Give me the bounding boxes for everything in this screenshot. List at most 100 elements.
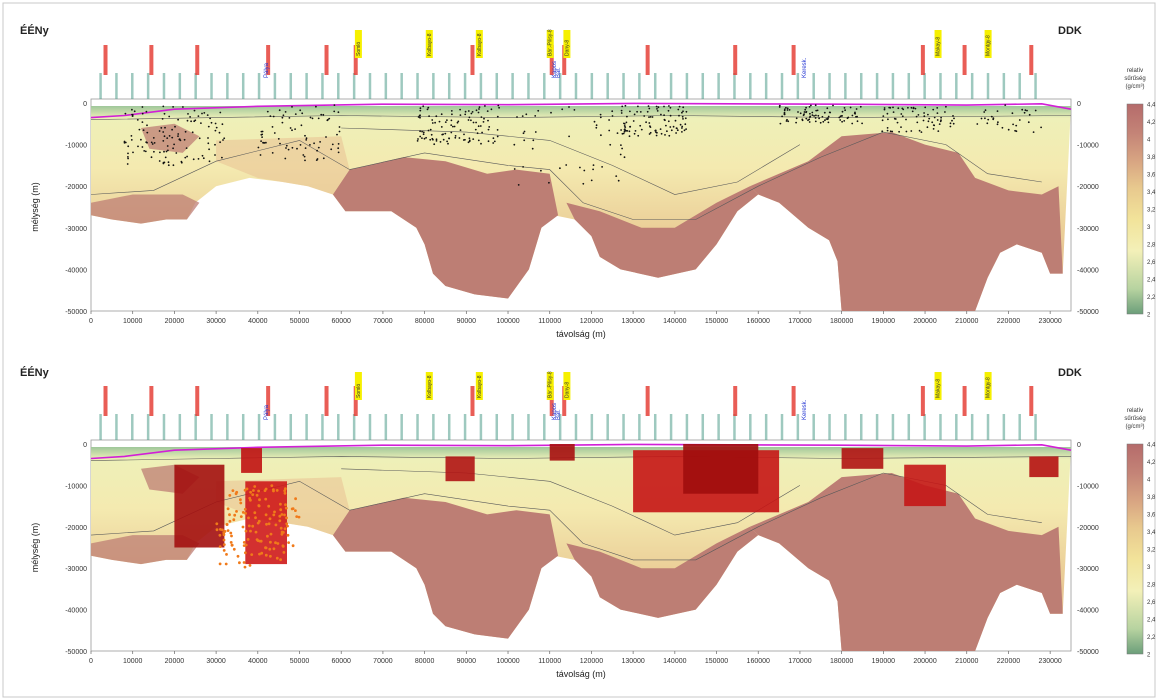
yellow-borehole-label: Montgy-8 xyxy=(986,35,992,56)
hypocenter-point xyxy=(444,121,447,123)
station-tick xyxy=(305,73,308,99)
hypocenter-point xyxy=(172,147,175,150)
station-tick xyxy=(463,414,467,440)
overlay-point xyxy=(286,524,289,528)
hypocenter-point xyxy=(131,115,134,117)
yellow-borehole-label: Somló xyxy=(356,42,362,56)
hypocenter-point xyxy=(285,144,288,147)
hypocenter-point xyxy=(681,131,683,133)
hypocenter-point xyxy=(808,106,811,108)
y-tick-label-left: -30000 xyxy=(65,566,87,573)
hypocenter-point xyxy=(881,119,884,122)
station-tick xyxy=(764,73,768,99)
hypocenter-point xyxy=(624,128,626,131)
station-tick xyxy=(337,414,340,440)
overlay-point xyxy=(239,498,242,502)
station-tick xyxy=(432,73,435,99)
x-tick-label: 120000 xyxy=(580,318,603,325)
hypocenter-point xyxy=(481,131,483,134)
yellow-borehole-label: Makay-8 xyxy=(936,379,942,398)
hypocenter-point xyxy=(428,115,430,117)
station-tick xyxy=(986,73,990,99)
hypocenter-point xyxy=(483,117,485,120)
station-tick xyxy=(543,414,546,440)
overlay-point xyxy=(258,498,261,502)
hypocenter-point xyxy=(261,136,263,139)
station-tick xyxy=(558,73,562,99)
hypocenter-point xyxy=(333,104,336,106)
hypocenter-point xyxy=(316,149,318,152)
overlay-point xyxy=(256,539,260,542)
hypocenter-point xyxy=(537,109,540,112)
hypocenter-point xyxy=(805,110,808,113)
station-tick xyxy=(194,73,197,99)
hypocenter-point xyxy=(162,131,165,133)
hypocenter-point xyxy=(624,104,627,107)
hypocenter-point xyxy=(302,154,305,156)
station-tick xyxy=(891,73,895,99)
hypocenter-point xyxy=(456,121,459,124)
hypocenter-point xyxy=(1018,119,1021,121)
hypocenter-point xyxy=(480,116,483,118)
overlay-point xyxy=(236,554,240,558)
blue-station-label: Keresk. xyxy=(802,57,808,78)
hypocenter-point xyxy=(886,129,889,132)
hypocenter-point xyxy=(435,140,438,142)
hypocenter-point xyxy=(450,119,453,122)
hypocenter-point xyxy=(984,109,987,112)
hypocenter-point xyxy=(681,111,683,114)
hypocenter-point xyxy=(590,179,593,182)
colorbar-tick-label: 3 xyxy=(1147,565,1151,571)
overlay-point xyxy=(233,513,237,517)
hypocenter-point xyxy=(916,121,919,124)
hypocenter-point xyxy=(294,128,296,131)
station-tick xyxy=(146,73,150,99)
hypocenter-point xyxy=(309,144,311,146)
hypocenter-point xyxy=(419,109,422,112)
hypocenter-point xyxy=(827,115,830,118)
hypocenter-point xyxy=(824,119,826,122)
hypocenter-point xyxy=(278,109,281,112)
hypocenter-point xyxy=(435,115,438,118)
hypocenter-point xyxy=(158,160,161,162)
overlay-point xyxy=(239,501,243,505)
x-tick-label: 100000 xyxy=(496,318,519,325)
overlay-point xyxy=(244,543,248,547)
station-tick xyxy=(241,73,245,99)
hypocenter-point xyxy=(951,119,953,122)
colorbar-tick-label: 3,8 xyxy=(1147,495,1156,501)
station-tick xyxy=(162,73,166,99)
hypocenter-point xyxy=(467,110,470,112)
blue-station-label: Keresk. xyxy=(802,399,808,420)
hypocenter-point xyxy=(126,163,129,165)
hypocenter-point xyxy=(214,143,216,146)
hypocenter-point xyxy=(918,129,921,132)
station-tick xyxy=(939,73,942,99)
hypocenter-point xyxy=(633,132,636,135)
hypocenter-point xyxy=(153,142,156,144)
hypocenter-point xyxy=(166,137,169,140)
station-name-red xyxy=(562,386,567,416)
overlay-point xyxy=(287,541,290,544)
hypocenter-point xyxy=(838,116,841,119)
hypocenter-point xyxy=(260,133,263,136)
hypocenter-point xyxy=(628,135,631,138)
station-tick xyxy=(796,414,800,440)
station-tick xyxy=(733,414,736,440)
station-tick xyxy=(99,73,102,99)
hypocenter-point xyxy=(487,140,490,143)
hypocenter-point xyxy=(190,120,193,123)
hypocenter-point xyxy=(426,108,429,111)
station-tick xyxy=(226,414,229,440)
colorbar-tick-label: 3,8 xyxy=(1147,155,1156,161)
hypocenter-point xyxy=(1026,109,1028,112)
overlay-point xyxy=(215,528,219,532)
hypocenter-point xyxy=(474,128,477,131)
yellow-borehole-label: Kolbayo-8 xyxy=(427,33,433,56)
hypocenter-point xyxy=(144,150,147,153)
hypocenter-point xyxy=(163,112,166,115)
hypocenter-point xyxy=(208,160,211,163)
hypocenter-point xyxy=(257,146,260,149)
yellow-borehole-tag xyxy=(425,372,433,400)
overlay-point xyxy=(284,506,288,510)
